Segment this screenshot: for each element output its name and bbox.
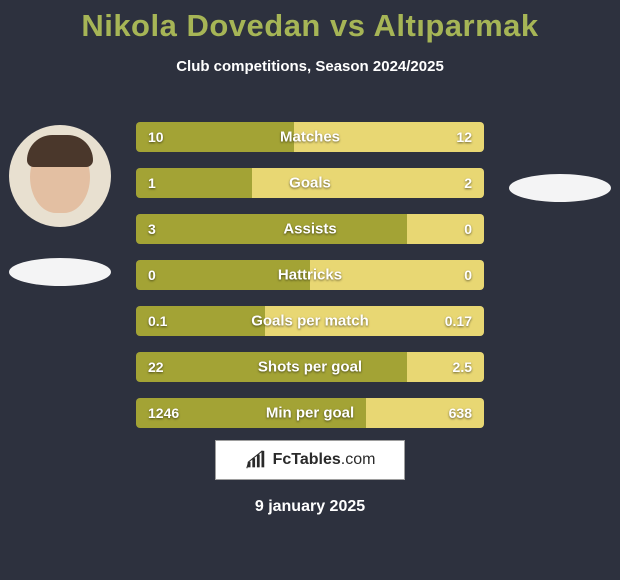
metric-label: Goals per match <box>136 313 484 330</box>
metric-row: 30Assists <box>136 214 484 244</box>
metric-row: 0.10.17Goals per match <box>136 306 484 336</box>
avatar-hair <box>27 135 93 167</box>
metric-label: Shots per goal <box>136 359 484 376</box>
title: Nikola Dovedan vs Altıparmak <box>0 8 620 44</box>
metric-label: Hattricks <box>136 267 484 284</box>
player1-shadow-oval <box>9 258 111 286</box>
metric-label: Assists <box>136 221 484 238</box>
metric-row: 1246638Min per goal <box>136 398 484 428</box>
player1-name: Nikola Dovedan <box>81 8 321 43</box>
watermark: FcTables.com <box>215 440 405 480</box>
metric-label: Goals <box>136 175 484 192</box>
watermark-domain: .com <box>341 451 376 468</box>
player2-shadow-oval <box>509 174 611 202</box>
vs-separator: vs <box>321 8 374 43</box>
player2-name: Altıparmak <box>373 8 538 43</box>
chart-icon <box>245 449 267 471</box>
metric-row: 222.5Shots per goal <box>136 352 484 382</box>
date: 9 january 2025 <box>0 498 620 516</box>
metric-row: 00Hattricks <box>136 260 484 290</box>
watermark-brand: FcTables <box>273 451 341 468</box>
comparison-card: Nikola Dovedan vs Altıparmak Club compet… <box>0 0 620 580</box>
player1-avatar <box>9 125 111 227</box>
subtitle: Club competitions, Season 2024/2025 <box>0 58 620 75</box>
metric-row: 12Goals <box>136 168 484 198</box>
metric-label: Matches <box>136 129 484 146</box>
comparison-bars: 1012Matches 12Goals 30Assists 00Hattricks 0.… <box>136 122 484 428</box>
metric-label: Min per goal <box>136 405 484 422</box>
metric-row: 1012Matches <box>136 122 484 152</box>
